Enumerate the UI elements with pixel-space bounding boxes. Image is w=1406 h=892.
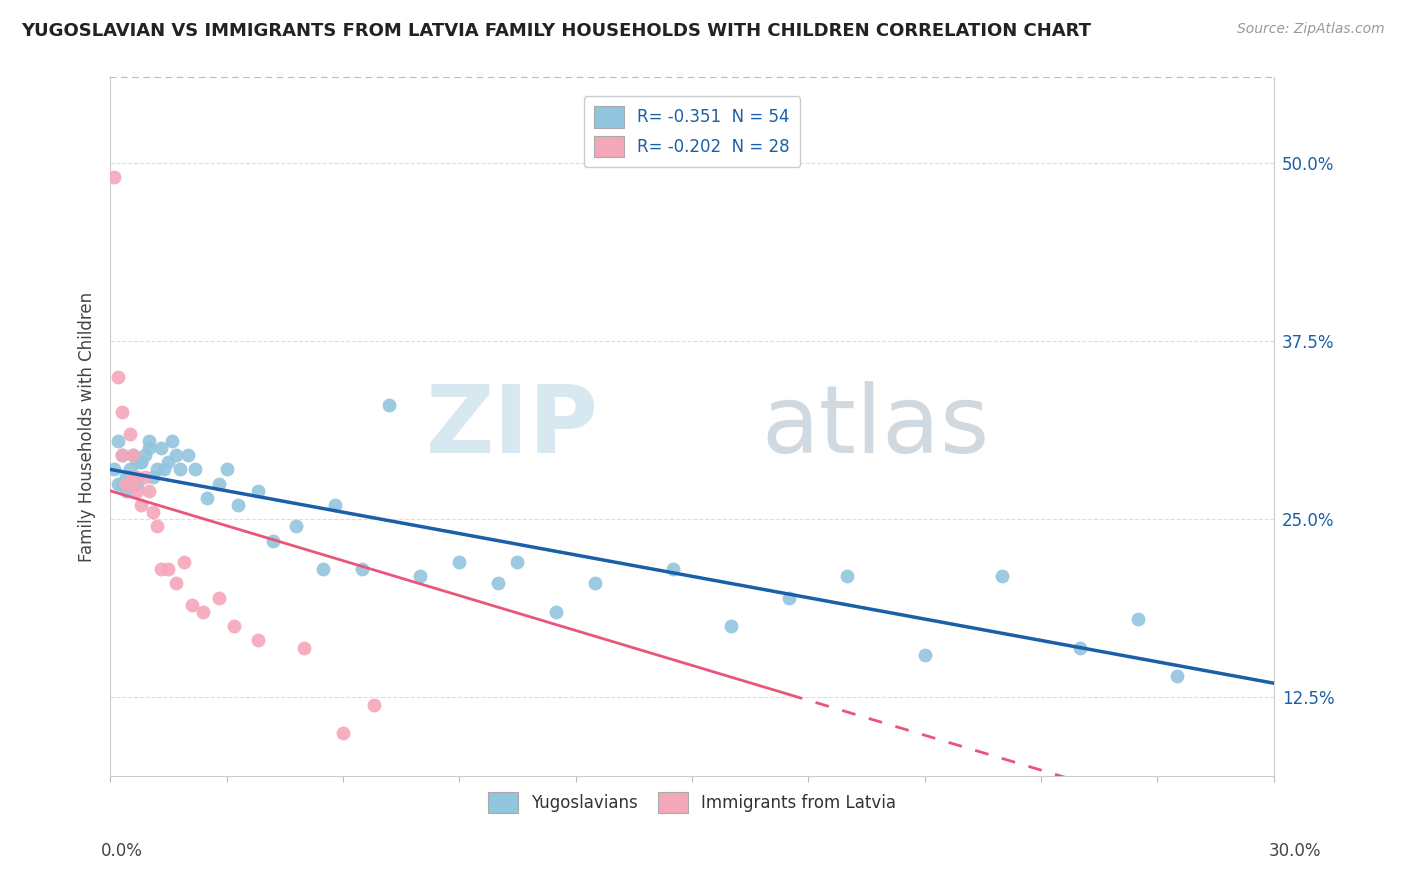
Point bbox=[127, 469, 149, 483]
Point bbox=[145, 462, 167, 476]
Point bbox=[506, 555, 529, 569]
Point bbox=[720, 619, 742, 633]
Point bbox=[180, 598, 202, 612]
Point bbox=[224, 619, 246, 633]
Point bbox=[134, 448, 156, 462]
Point bbox=[246, 483, 269, 498]
Point bbox=[661, 562, 683, 576]
Point bbox=[127, 455, 149, 469]
Text: atlas: atlas bbox=[762, 381, 990, 473]
Text: 0.0%: 0.0% bbox=[101, 842, 143, 860]
Point bbox=[107, 476, 129, 491]
Point bbox=[173, 555, 195, 569]
Point bbox=[114, 469, 136, 483]
Point bbox=[169, 462, 191, 476]
Point bbox=[991, 569, 1014, 583]
Point bbox=[378, 398, 401, 412]
Point bbox=[129, 455, 152, 469]
Point bbox=[1069, 640, 1091, 655]
Point bbox=[118, 462, 141, 476]
Text: ZIP: ZIP bbox=[426, 381, 599, 473]
Point bbox=[486, 576, 509, 591]
Point bbox=[323, 498, 346, 512]
Point bbox=[215, 462, 238, 476]
Point bbox=[262, 533, 284, 548]
Point bbox=[134, 469, 156, 483]
Point bbox=[177, 448, 200, 462]
Point bbox=[142, 469, 165, 483]
Point bbox=[292, 640, 315, 655]
Point bbox=[165, 576, 187, 591]
Point bbox=[129, 455, 152, 469]
Point bbox=[122, 448, 145, 462]
Point bbox=[285, 519, 308, 533]
Point bbox=[111, 476, 134, 491]
Point bbox=[103, 170, 125, 185]
Point bbox=[157, 455, 180, 469]
Point bbox=[138, 483, 160, 498]
Point bbox=[914, 648, 936, 662]
Point bbox=[127, 476, 149, 491]
Point bbox=[138, 441, 160, 455]
Point bbox=[114, 483, 136, 498]
Point bbox=[363, 698, 385, 712]
Text: Source: ZipAtlas.com: Source: ZipAtlas.com bbox=[1237, 22, 1385, 37]
Point bbox=[778, 591, 800, 605]
Point bbox=[111, 405, 134, 419]
Point bbox=[184, 462, 207, 476]
Point bbox=[208, 476, 231, 491]
Point bbox=[312, 562, 335, 576]
Point bbox=[138, 434, 160, 448]
Point bbox=[122, 469, 145, 483]
Point bbox=[114, 476, 136, 491]
Point bbox=[122, 448, 145, 462]
Point bbox=[246, 633, 269, 648]
Point bbox=[118, 426, 141, 441]
Point bbox=[583, 576, 606, 591]
Legend: Yugoslavians, Immigrants from Latvia: Yugoslavians, Immigrants from Latvia bbox=[481, 785, 903, 820]
Point bbox=[142, 505, 165, 519]
Point bbox=[332, 726, 354, 740]
Y-axis label: Family Households with Children: Family Households with Children bbox=[79, 292, 96, 562]
Point bbox=[118, 469, 141, 483]
Point bbox=[1166, 669, 1188, 683]
Point bbox=[226, 498, 249, 512]
Point bbox=[1126, 612, 1149, 626]
Point bbox=[837, 569, 859, 583]
Text: 30.0%: 30.0% bbox=[1270, 842, 1322, 860]
Point bbox=[127, 483, 149, 498]
Point bbox=[153, 462, 176, 476]
Point bbox=[160, 434, 183, 448]
Point bbox=[157, 562, 180, 576]
Point bbox=[449, 555, 471, 569]
Point bbox=[107, 434, 129, 448]
Point bbox=[111, 448, 134, 462]
Point bbox=[129, 498, 152, 512]
Point bbox=[103, 462, 125, 476]
Point bbox=[165, 448, 187, 462]
Point bbox=[409, 569, 432, 583]
Point bbox=[149, 441, 172, 455]
Point bbox=[107, 369, 129, 384]
Point bbox=[208, 591, 231, 605]
Text: YUGOSLAVIAN VS IMMIGRANTS FROM LATVIA FAMILY HOUSEHOLDS WITH CHILDREN CORRELATIO: YUGOSLAVIAN VS IMMIGRANTS FROM LATVIA FA… bbox=[21, 22, 1091, 40]
Point bbox=[111, 448, 134, 462]
Point bbox=[145, 519, 167, 533]
Point bbox=[352, 562, 374, 576]
Point bbox=[193, 605, 215, 619]
Point bbox=[546, 605, 568, 619]
Point bbox=[149, 562, 172, 576]
Point bbox=[118, 476, 141, 491]
Point bbox=[195, 491, 218, 505]
Point bbox=[122, 476, 145, 491]
